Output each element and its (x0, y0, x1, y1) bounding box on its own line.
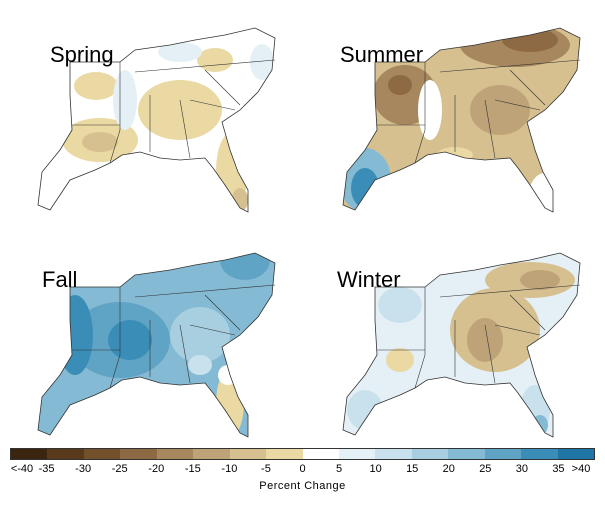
legend-tick-label: -10 (221, 463, 238, 475)
legend-tick-label: <-40 (10, 463, 34, 475)
legend-title: Percent Change (259, 480, 346, 492)
summer-label: Summer (340, 42, 424, 67)
legend-swatch (11, 449, 48, 459)
legend-swatch (484, 449, 522, 459)
legend-tick-label: 0 (299, 463, 306, 475)
legend-tick-label: 15 (406, 463, 419, 475)
fall-map (37, 252, 276, 438)
fall-map-panel: Fall (0, 225, 300, 450)
legend-tick-label: -5 (261, 463, 271, 475)
fall-label: Fall (42, 267, 78, 292)
legend-swatch (156, 449, 194, 459)
winter-map (342, 252, 581, 438)
legend-tick-label: -35 (38, 463, 55, 475)
legend-tick-label: 35 (552, 463, 565, 475)
legend-tick-label: 10 (369, 463, 382, 475)
legend-tick-labels: <-40 -35 -30 -25 -20 -15 -10 -5 0 5 10 15 20 25 30 35 >4… (10, 463, 595, 479)
legend-swatch (375, 449, 412, 459)
legend-swatch (47, 449, 84, 459)
legend-tick-label: -15 (184, 463, 201, 475)
legend-swatch (302, 449, 339, 459)
legend-swatch (411, 449, 449, 459)
legend-swatch (521, 449, 558, 459)
legend-swatch (83, 449, 121, 459)
legend-swatch (120, 449, 157, 459)
legend-swatch (338, 449, 376, 459)
legend-color-bar (10, 448, 595, 460)
legend-tick-label: 5 (336, 463, 343, 475)
legend-tick-label: -25 (111, 463, 128, 475)
legend-tick-label: -20 (148, 463, 165, 475)
spring-label: Spring (50, 42, 114, 67)
summer-map (342, 27, 581, 213)
legend-tick-label: >40 (571, 463, 591, 475)
legend-swatch (193, 449, 230, 459)
legend-tick-label: 20 (442, 463, 455, 475)
legend-tick-label: -30 (75, 463, 92, 475)
legend-swatch (557, 449, 594, 459)
spring-map (37, 27, 276, 213)
winter-map-panel: Winter (305, 225, 605, 450)
legend-tick-label: 30 (515, 463, 528, 475)
winter-label: Winter (337, 267, 401, 292)
legend-swatch (448, 449, 485, 459)
spring-map-panel: Spring (0, 0, 300, 225)
color-legend: <-40 -35 -30 -25 -20 -15 -10 -5 0 5 10 15 20 25 30 35 >4… (10, 448, 595, 504)
legend-swatch (266, 449, 303, 459)
legend-tick-label: 25 (479, 463, 492, 475)
legend-swatch (229, 449, 267, 459)
summer-map-panel: Summer (305, 0, 605, 225)
